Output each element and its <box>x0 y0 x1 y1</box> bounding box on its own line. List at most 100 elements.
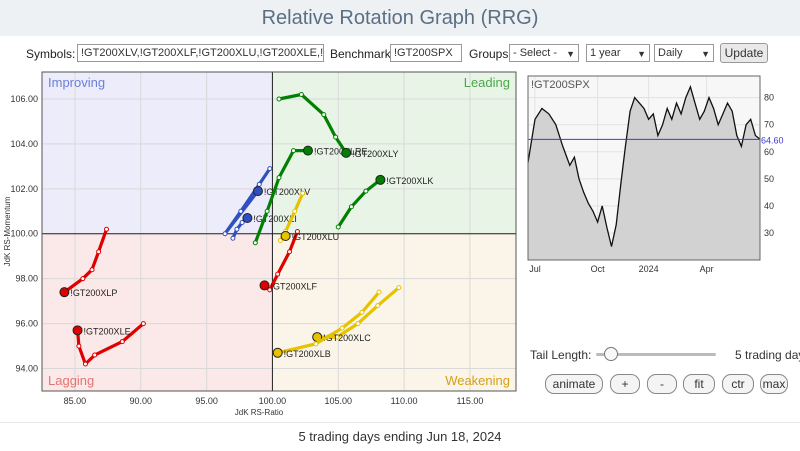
tail-point <box>339 325 345 331</box>
series-gt200xly[interactable]: !GT200XLY <box>276 91 399 159</box>
series-label: !GT200XLV <box>264 187 310 197</box>
series-head-point[interactable] <box>259 280 270 291</box>
tail-point <box>256 181 262 187</box>
tail-point <box>92 352 98 358</box>
tail-point <box>313 341 319 347</box>
plot-frame <box>41 71 517 392</box>
series-label: !GT200XLC <box>323 333 371 343</box>
series-label: !GT200XLK <box>386 176 433 186</box>
x-tick-label: 95.00 <box>195 396 218 406</box>
controls-panel: Tail Length: 5 trading days animate + - … <box>520 340 800 400</box>
x-tick-label: 100.00 <box>259 396 287 406</box>
tail-point <box>294 229 300 234</box>
tail-point <box>290 148 296 154</box>
tail-point <box>359 309 365 315</box>
series-gt200xle[interactable]: !GT200XLE <box>72 321 146 367</box>
series-gt200xlk[interactable]: !GT200XLK <box>335 174 433 230</box>
tail-point <box>276 175 282 181</box>
series-head-point[interactable] <box>59 287 70 298</box>
x-tick-label: 110.00 <box>391 396 418 406</box>
series-group[interactable]: !GT200XLP !GT200XLE !GT200XLV !GT200XLI !GT2… <box>59 91 434 367</box>
benchmark-x-tick-label: 2024 <box>639 264 659 274</box>
chevron-down-icon: ▼ <box>701 49 710 59</box>
tail-point <box>82 361 88 367</box>
series-gt200xli[interactable]: !GT200XLI <box>230 213 297 241</box>
quadrant-improving <box>42 72 273 234</box>
update-button[interactable]: Update <box>720 43 768 63</box>
tail-point <box>104 226 110 232</box>
series-head-point[interactable] <box>280 230 291 241</box>
symbols-input[interactable]: !GT200XLV,!GT200XLF,!GT200XLU,!GT200XLE,… <box>77 44 324 62</box>
tail-length-slider-thumb[interactable] <box>604 347 619 361</box>
series-head-point[interactable] <box>242 213 253 224</box>
quadrant-label-lagging: Lagging <box>48 373 94 388</box>
groups-label: Groups: <box>469 47 512 61</box>
tail-point <box>348 204 354 210</box>
tail-point <box>277 237 283 243</box>
series-gt200xlre[interactable]: !GT200XLRE <box>252 145 367 246</box>
tail-point <box>298 91 304 97</box>
frequency-select-value: Daily <box>658 47 683 59</box>
last-value-label: 64.60 <box>761 135 784 145</box>
tail-point <box>375 303 381 309</box>
tail-length-track[interactable] <box>596 347 716 361</box>
tail-point <box>321 112 327 118</box>
benchmark-x-tick-label: Apr <box>700 264 714 274</box>
series-gt200xlv[interactable]: !GT200XLV <box>222 166 310 237</box>
series-gt200xlc[interactable]: !GT200XLC <box>312 285 402 343</box>
tail-point <box>80 276 86 282</box>
benchmark-title: !GT200SPX <box>531 79 590 91</box>
x-axis-label: JdK RS-Ratio <box>235 408 284 417</box>
y-tick-label: 104.00 <box>10 139 38 149</box>
tail-point <box>355 321 361 327</box>
footer-caption: 5 trading days ending Jun 18, 2024 <box>0 422 800 451</box>
series-gt200xlb[interactable]: !GT200XLB <box>272 289 382 359</box>
benchmark-x-tick-label: Oct <box>591 264 606 274</box>
series-gt200xlf[interactable]: !GT200XLF <box>259 229 318 293</box>
zoom-in-button[interactable]: + <box>610 374 640 394</box>
quadrant-label-improving: Improving <box>48 75 105 90</box>
series-label: !GT200XLU <box>292 232 340 242</box>
x-tick-label: 90.00 <box>129 396 152 406</box>
frequency-select[interactable]: Daily ▼ <box>654 44 714 62</box>
tail-point <box>76 343 82 349</box>
tail-point <box>230 235 236 241</box>
tail-point <box>276 96 282 102</box>
chevron-down-icon: ▼ <box>637 49 646 59</box>
zoom-out-button[interactable]: - <box>647 374 677 394</box>
series-head-point[interactable] <box>252 186 263 197</box>
quadrant-label-weakening: Weakening <box>445 373 510 388</box>
chevron-down-icon: ▼ <box>566 49 575 59</box>
benchmark-input[interactable]: !GT200SPX <box>390 44 462 62</box>
axis-ticks: 85.00 90.00 95.00 100.00 105.00 110.00 115.00 9… <box>10 94 483 406</box>
series-label: !GT200XLI <box>253 214 297 224</box>
groups-select[interactable]: - Select - ▼ <box>509 44 579 62</box>
series-head-point[interactable] <box>341 147 352 158</box>
series-head-point[interactable] <box>272 347 283 358</box>
maximize-button[interactable]: max <box>760 374 788 394</box>
tail-point <box>140 321 146 327</box>
tail-point <box>376 289 382 295</box>
x-tick-label: 105.00 <box>324 396 352 406</box>
series-gt200xlu[interactable]: !GT200XLU <box>277 190 340 243</box>
tail-point <box>222 231 228 237</box>
rrg-chart[interactable]: Improving Leading Lagging Weakening 85.0… <box>0 66 522 426</box>
quadrant-weakening <box>272 233 516 391</box>
series-head-point[interactable] <box>72 325 83 336</box>
benchmark-line <box>527 84 761 247</box>
benchmark-y-tick-label: 70 <box>764 120 774 130</box>
period-select-value: 1 year <box>590 47 621 59</box>
series-head-point[interactable] <box>375 174 386 185</box>
quadrant-lagging <box>42 233 273 391</box>
tail-point <box>300 190 306 196</box>
series-gt200xlp[interactable]: !GT200XLP <box>59 226 118 298</box>
series-head-point[interactable] <box>302 145 313 156</box>
x-tick-label: 115.00 <box>456 396 483 406</box>
groups-select-value: - Select - <box>513 47 558 59</box>
period-select[interactable]: 1 year ▼ <box>586 44 650 62</box>
tail-point <box>238 208 244 214</box>
fit-button[interactable]: fit <box>683 374 715 394</box>
animate-button[interactable]: animate <box>545 374 603 394</box>
center-button[interactable]: ctr <box>722 374 754 394</box>
benchmark-y-tick-label: 80 <box>764 93 774 103</box>
